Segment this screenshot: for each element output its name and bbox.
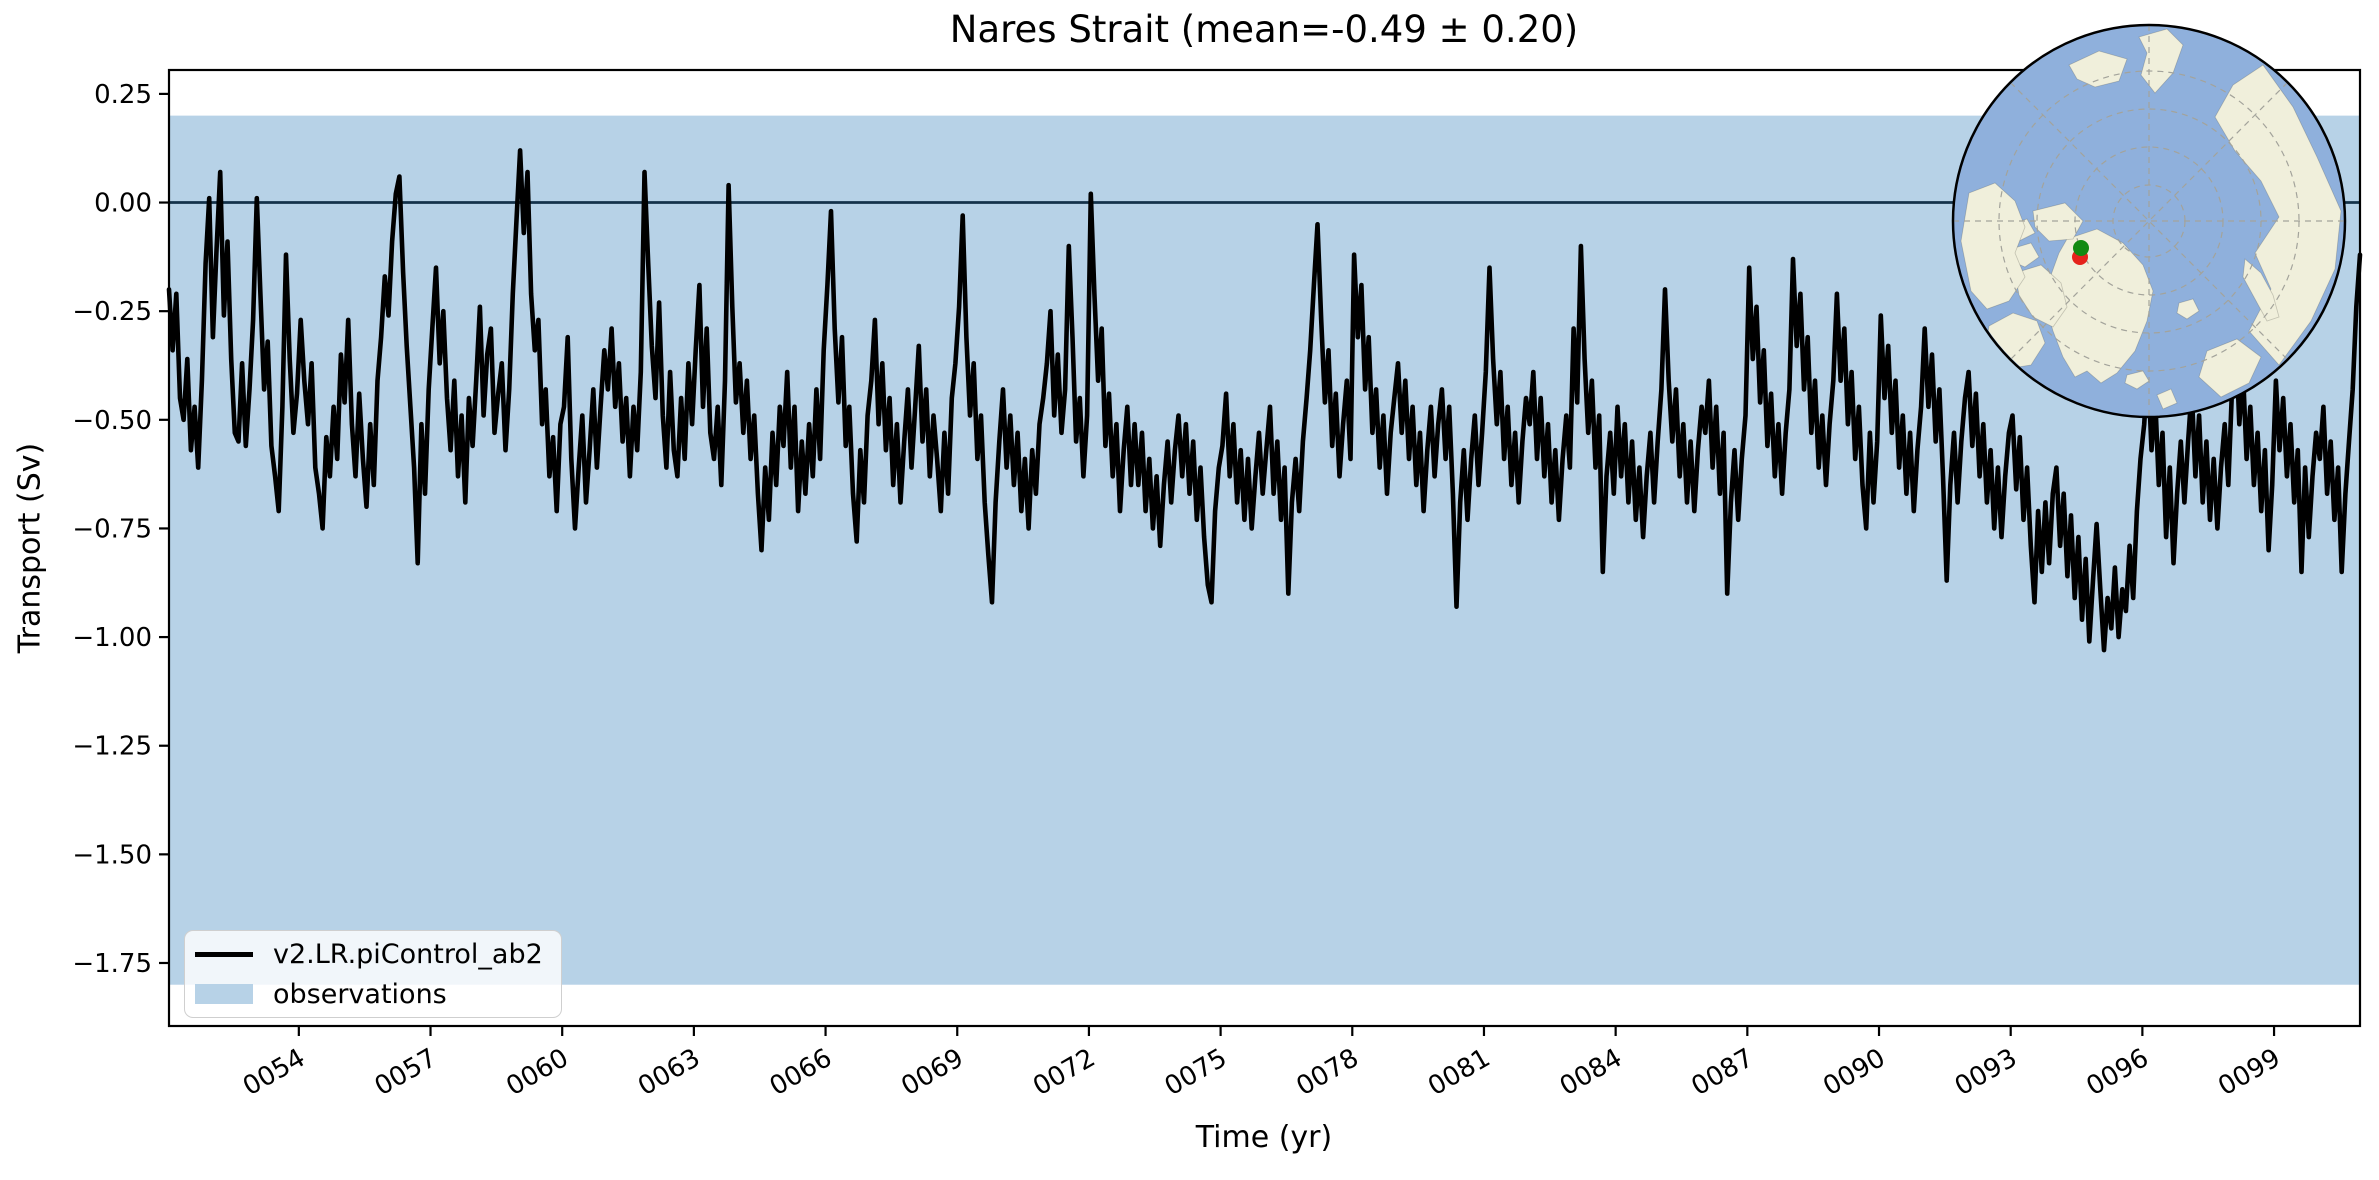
x-tick-label: 0063 bbox=[633, 1043, 705, 1102]
x-tick-label: 0054 bbox=[238, 1043, 310, 1102]
legend-entry-model: v2.LR.piControl_ab2 bbox=[195, 939, 561, 969]
x-tick-label: 0090 bbox=[1818, 1043, 1890, 1102]
land-ellesmere bbox=[2032, 202, 2084, 242]
inset-border bbox=[1951, 23, 2347, 419]
y-tick-label: −0.75 bbox=[72, 514, 152, 544]
model-location-marker bbox=[2073, 240, 2089, 256]
land-alaska bbox=[2068, 50, 2128, 88]
legend-label-observations: observations bbox=[273, 978, 447, 1010]
y-tick-label: −0.25 bbox=[72, 297, 152, 327]
x-tick-label: 0081 bbox=[1423, 1043, 1495, 1102]
x-tick-label: 0057 bbox=[370, 1043, 442, 1102]
inset-map bbox=[1951, 23, 2347, 419]
land-canada-mainland bbox=[1960, 182, 2026, 310]
y-tick-label: 0.00 bbox=[94, 189, 152, 219]
land-britain bbox=[2156, 388, 2178, 410]
x-tick-label: 0066 bbox=[765, 1043, 837, 1102]
y-tick-label: −1.25 bbox=[72, 732, 152, 762]
chart-title: Nares Strait (mean=-0.49 ± 0.20) bbox=[949, 8, 1579, 51]
x-tick-label: 0087 bbox=[1687, 1043, 1759, 1102]
plot-border bbox=[167, 68, 2362, 1028]
legend-line-swatch bbox=[195, 951, 253, 957]
x-tick-label: 0099 bbox=[2213, 1043, 2285, 1102]
y-tick-label: −1.75 bbox=[72, 949, 152, 979]
y-tick-label: −0.50 bbox=[72, 406, 152, 436]
land-iceland bbox=[2124, 370, 2150, 390]
land-siberia bbox=[2214, 64, 2342, 366]
x-tick-label: 0093 bbox=[1950, 1043, 2022, 1102]
x-tick-label: 0069 bbox=[896, 1043, 968, 1102]
x-tick-label: 0072 bbox=[1028, 1043, 1100, 1102]
x-tick-label: 0078 bbox=[1291, 1043, 1363, 1102]
polar-globe bbox=[1951, 23, 2347, 419]
land-chukotka bbox=[2138, 28, 2184, 94]
y-tick-label: −1.00 bbox=[72, 623, 152, 653]
x-tick-label: 0075 bbox=[1160, 1043, 1232, 1102]
legend-label-model: v2.LR.piControl_ab2 bbox=[273, 938, 543, 970]
y-tick-label: −1.50 bbox=[72, 840, 152, 870]
x-tick-label: 0084 bbox=[1555, 1043, 1627, 1102]
legend-patch-swatch bbox=[195, 984, 253, 1004]
graticule bbox=[1954, 26, 2344, 416]
land-svalbard bbox=[2176, 298, 2200, 320]
series-line bbox=[166, 148, 2363, 653]
x-tick-label: 0060 bbox=[501, 1043, 573, 1102]
legend: v2.LR.piControl_ab2 observations bbox=[184, 930, 562, 1018]
y-tick-label: 0.25 bbox=[94, 80, 152, 110]
x-axis-label: Time (yr) bbox=[1195, 1120, 1333, 1155]
legend-entry-observations: observations bbox=[195, 979, 561, 1009]
land-scandinavia bbox=[2198, 338, 2262, 398]
x-tick-label: 0096 bbox=[2082, 1043, 2154, 1102]
land-novaya-zemlya bbox=[2242, 258, 2280, 322]
y-axis-label: Transport (Sv) bbox=[12, 442, 48, 654]
